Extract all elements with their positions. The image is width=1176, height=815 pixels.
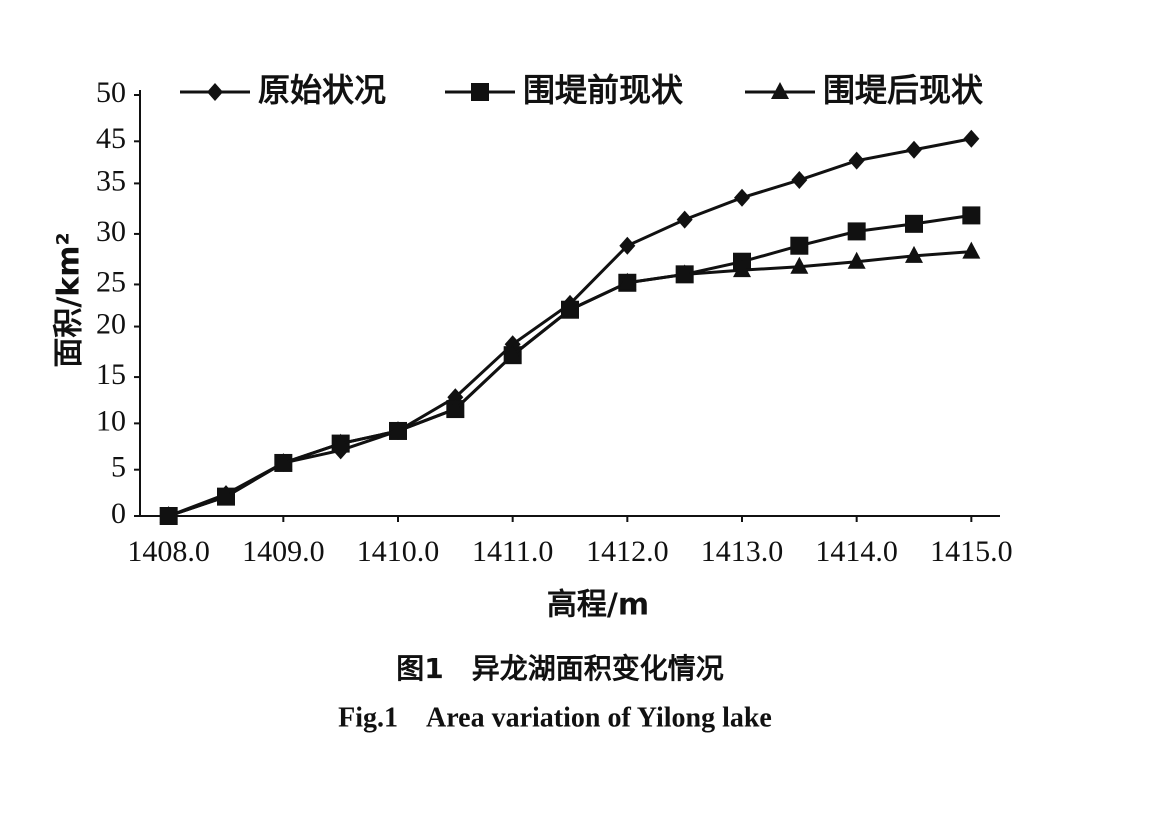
data-point <box>217 486 235 504</box>
data-point <box>847 251 866 269</box>
y-tick-label: 10 <box>96 404 126 437</box>
data-point <box>790 236 809 255</box>
data-point <box>274 452 293 470</box>
legend-marker <box>207 83 223 101</box>
y-tick-label: 15 <box>96 358 126 391</box>
y-axis-label: 面积/km² <box>52 232 87 367</box>
data-point <box>791 171 808 190</box>
data-point <box>733 260 751 278</box>
x-tick-label: 1415.0 <box>930 535 1013 568</box>
y-tick-label: 50 <box>96 76 126 109</box>
data-point <box>905 245 923 263</box>
x-tick-label: 1413.0 <box>701 535 784 568</box>
legend-marker <box>771 82 789 99</box>
data-point <box>389 420 407 438</box>
data-point <box>962 241 981 259</box>
data-point <box>905 214 923 233</box>
x-tick-label: 1414.0 <box>815 535 898 568</box>
x-tick-label: 1410.0 <box>357 535 440 568</box>
y-tick-label: 30 <box>96 215 126 248</box>
y-tick-label: 20 <box>96 307 126 340</box>
x-axis-label: 高程/m <box>547 588 649 623</box>
x-tick-label: 1408.0 <box>127 535 210 568</box>
data-point <box>675 264 694 282</box>
data-point <box>618 272 637 290</box>
legend-label: 围堤前现状 <box>523 71 684 109</box>
data-point <box>847 222 866 241</box>
x-tick-label: 1412.0 <box>586 535 669 568</box>
data-point <box>906 140 922 159</box>
x-tick-label: 1409.0 <box>242 535 325 568</box>
data-point <box>963 129 980 148</box>
legend-label: 围堤后现状 <box>823 71 984 109</box>
data-point <box>159 506 178 523</box>
data-point <box>848 151 865 170</box>
legend-label: 原始状况 <box>258 71 386 109</box>
data-point <box>331 433 350 451</box>
y-tick-label: 35 <box>96 164 126 197</box>
y-tick-label: 45 <box>96 122 126 155</box>
caption-zh: 图1 异龙湖面积变化情况 <box>396 652 723 685</box>
data-point <box>734 188 750 207</box>
x-tick-label: 1411.0 <box>472 535 553 568</box>
data-point <box>619 236 636 255</box>
data-point <box>446 399 465 417</box>
data-point <box>790 256 809 274</box>
data-point <box>676 210 693 229</box>
legend-marker <box>471 83 489 101</box>
caption-en: Fig.1 Area variation of Yilong lake <box>338 702 772 733</box>
y-tick-label: 0 <box>111 497 126 530</box>
data-point <box>503 345 522 363</box>
y-tick-label: 5 <box>111 451 126 484</box>
data-point <box>962 206 981 225</box>
y-tick-label: 25 <box>96 265 126 298</box>
data-point <box>561 299 579 317</box>
